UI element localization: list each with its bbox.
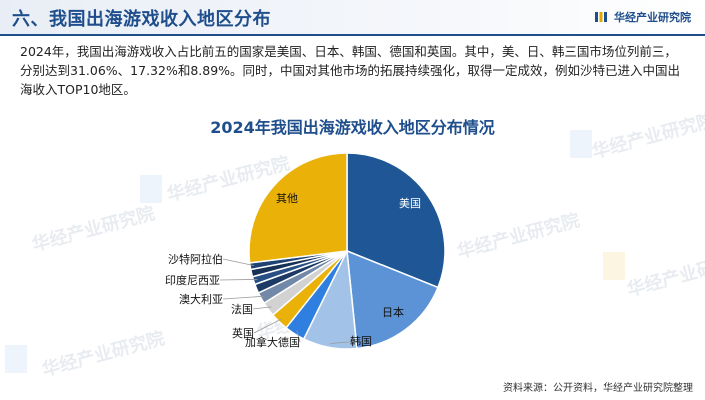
leader-line — [330, 340, 362, 344]
leader-line — [222, 258, 255, 266]
leader-line — [222, 295, 265, 300]
source-note: 资料来源：公开资料，华经产业研究院整理 — [503, 383, 693, 394]
slice-label: 法国 — [231, 302, 253, 316]
pie-slice — [248, 152, 348, 264]
slice-label: 印度尼西亚 — [165, 273, 220, 287]
slice-label: 其他 — [276, 192, 298, 205]
slice-label: 英国 — [232, 326, 254, 340]
leader-line — [219, 279, 258, 281]
brand-logo-icon — [595, 12, 607, 22]
slice-label: 日本 — [382, 305, 404, 319]
brand: 华经产业研究院 — [594, 9, 691, 25]
header-bar: 六、我国出海游戏收入地区分布 华经产业研究院 — [0, 0, 705, 36]
slice-label: 加拿大德国 — [245, 335, 300, 349]
pie-slice — [346, 152, 446, 289]
leader-line — [296, 330, 301, 343]
pie-slice — [346, 249, 439, 350]
brand-name: 华经产业研究院 — [614, 11, 691, 24]
slice-label: 沙特阿拉伯 — [168, 252, 223, 266]
chart-title: 2024年我国出海游戏收入地区分布情况 — [210, 118, 495, 137]
slice-label: 美国 — [399, 197, 421, 210]
intro-paragraph: 2024年，我国出海游戏收入占比前五的国家是美国、日本、韩国、德国和英国。其中，… — [20, 44, 681, 97]
leader-line — [252, 306, 272, 310]
slice-label: 韩国 — [350, 334, 372, 348]
slice-label: 澳大利亚 — [179, 292, 223, 306]
section-title: 六、我国出海游戏收入地区分布 — [12, 9, 271, 30]
leader-line — [253, 318, 283, 334]
